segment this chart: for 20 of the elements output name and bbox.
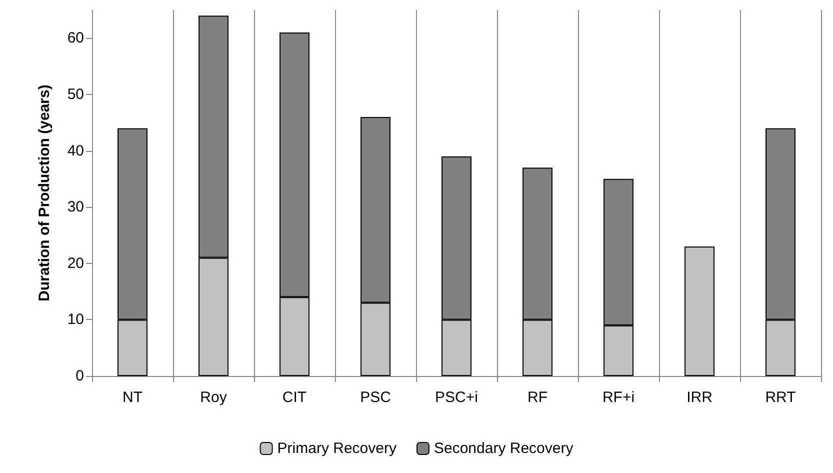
y-axis-title: Duration of Production (years) — [36, 84, 53, 302]
y-tick-label: 20 — [67, 254, 84, 272]
legend-label: Secondary Recovery — [434, 440, 574, 457]
x-tick-label: PSC+i — [435, 389, 478, 406]
legend-label: Primary Recovery — [277, 440, 397, 457]
y-tick-label: 0 — [76, 368, 84, 384]
x-tick-label: CIT — [282, 389, 307, 406]
x-tick-label: NT — [122, 389, 142, 406]
y-tick-label: 60 — [67, 30, 84, 47]
x-tick-label: RF+i — [602, 389, 635, 406]
y-tick-label: 50 — [67, 86, 84, 103]
x-tick-label: RF — [528, 389, 548, 406]
bar — [684, 246, 714, 376]
x-tick-label: IRR — [686, 389, 713, 406]
x-tick-label: RRT — [765, 389, 796, 406]
y-tick-label: 30 — [67, 198, 84, 216]
x-tick-label: PSC — [360, 389, 392, 406]
x-tick-label: Roy — [200, 389, 228, 406]
y-tick-label: 40 — [67, 142, 84, 160]
y-tick-label: 10 — [67, 311, 84, 328]
